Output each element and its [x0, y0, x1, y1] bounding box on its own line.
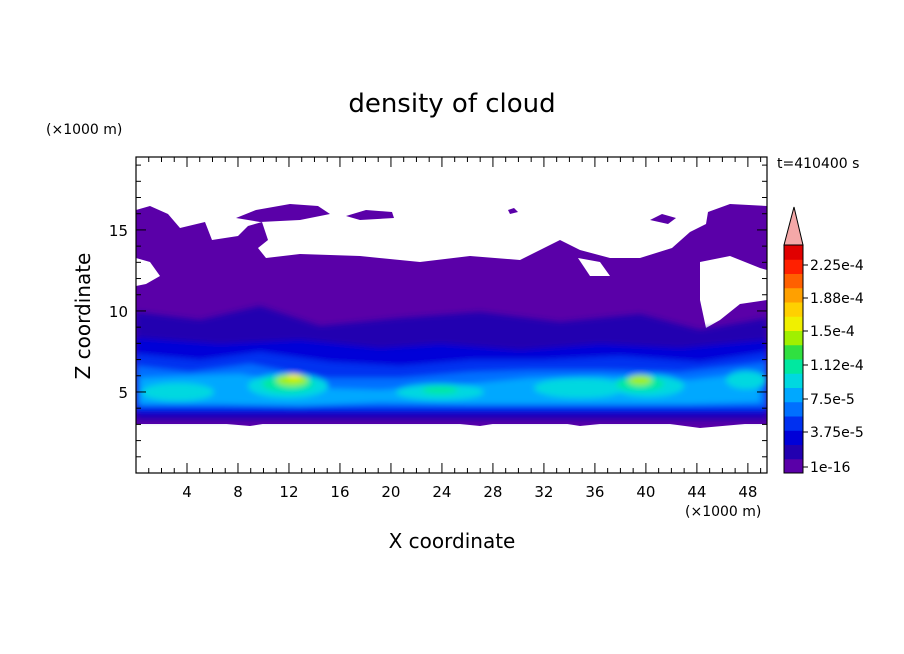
colorbar-label: 3.75e-5 [810, 425, 864, 441]
y-tick-label: 10 [109, 303, 128, 321]
colorbar-swatch [784, 387, 803, 403]
colorbar-swatch [784, 302, 803, 317]
colorbar-label: 1.88e-4 [810, 291, 864, 307]
core-teal [534, 378, 626, 398]
colorbar: 2.25e-4 1.88e-4 1.5e-4 1.12e-4 7.5e-5 3.75e-5… [783, 206, 864, 476]
x-tick-label: 16 [330, 483, 349, 501]
colorbar-label: 7.5e-5 [810, 392, 855, 408]
x-unit-label: (×1000 m) [685, 504, 761, 520]
x-tick-label: 44 [687, 483, 706, 501]
clear-gap [136, 258, 160, 286]
x-tick-label: 28 [483, 483, 502, 501]
upper-cloud-patch [236, 204, 330, 222]
density-field [136, 204, 767, 473]
time-label: t=410400 s [777, 156, 859, 172]
x-tick-label: 48 [738, 483, 757, 501]
core-lime [628, 375, 652, 385]
plot-frame [135, 156, 768, 474]
colorbar-swatch [784, 245, 803, 260]
x-tick-label: 20 [381, 483, 400, 501]
x-tick-label: 8 [233, 483, 243, 501]
x-tick-label: 32 [534, 483, 553, 501]
x-tick-label: 4 [182, 483, 192, 501]
x-axis: 4 8 12 16 20 24 28 32 36 40 44 48 [148, 157, 762, 501]
clear-lower-region [136, 424, 767, 473]
y-axis-label: Z coordinate [71, 253, 95, 380]
colorbar-swatch [784, 373, 803, 388]
upper-cloud-patch [346, 210, 394, 220]
colorbar-label: 2.25e-4 [810, 258, 864, 274]
core-teal [726, 371, 766, 389]
colorbar-swatch [784, 273, 803, 289]
core-yellow [287, 374, 301, 380]
clear-gap [700, 256, 767, 328]
colorbar-swatch [784, 287, 803, 303]
x-axis-label: X coordinate [389, 529, 516, 553]
colorbar-swatch [784, 401, 803, 417]
colorbar-swatch [784, 430, 803, 445]
colorbar-frame [783, 244, 804, 474]
x-tick-label: 36 [585, 483, 604, 501]
y-axis: 5 10 15 [109, 164, 767, 458]
x-tick-label: 12 [279, 483, 298, 501]
colorbar-label: 1.12e-4 [810, 358, 864, 374]
colorbar-swatch [784, 444, 803, 460]
upper-cloud-patch [650, 214, 676, 224]
core-teal [142, 383, 214, 401]
chart-title: density of cloud [348, 89, 555, 119]
y-unit-label: (×1000 m) [46, 122, 122, 138]
colorbar-swatch [784, 330, 803, 346]
clear-gap [578, 258, 610, 276]
colorbar-extend-arrow [783, 206, 804, 246]
colorbar-swatch [784, 416, 803, 431]
core-green [422, 386, 458, 394]
colorbar-swatch [784, 259, 803, 274]
colorbar-swatch [784, 344, 803, 360]
x-tick-label: 40 [636, 483, 655, 501]
colorbar-swatch [784, 458, 803, 474]
colorbar-swatch [784, 316, 803, 331]
colorbar-label: 1.5e-4 [810, 324, 855, 340]
colorbar-label: 1e-16 [810, 460, 850, 476]
colorbar-swatch [784, 359, 803, 374]
x-tick-label: 24 [432, 483, 451, 501]
y-tick-label: 15 [109, 222, 128, 240]
y-tick-label: 5 [118, 384, 128, 402]
upper-cloud-patch [508, 208, 518, 214]
